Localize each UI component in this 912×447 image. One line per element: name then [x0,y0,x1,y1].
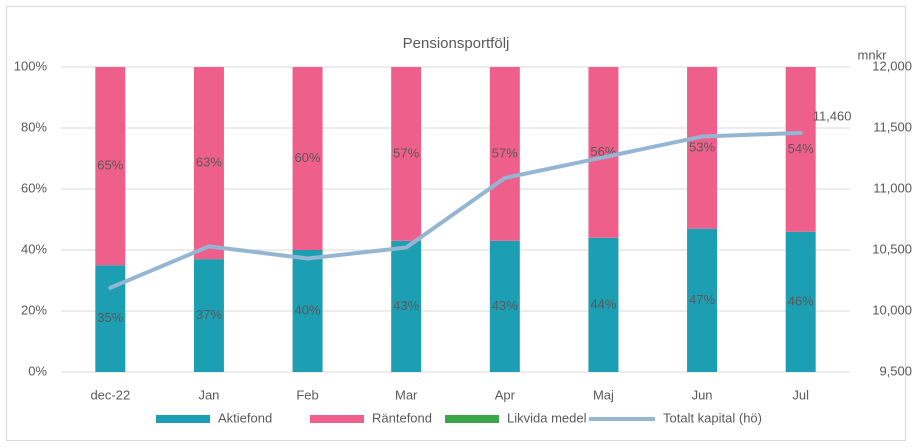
chart-title: Pensionsportfölj [403,35,510,52]
y2-tick-label: 9,500 [879,363,912,378]
y2-tick-label: 11,500 [873,119,912,134]
x-tick-label: Jun [692,387,713,402]
data-label: 35% [97,310,123,325]
data-label: 54% [788,141,814,156]
y2-axis-label: mnkr [858,47,888,62]
legend-swatch [445,415,499,423]
data-label: 63% [196,155,222,170]
data-label: 46% [788,293,814,308]
legend-label: Aktiefond [218,410,272,425]
data-label: 65% [97,158,123,173]
y2-tick-label: 11,000 [873,180,912,195]
data-label: 60% [295,150,321,165]
y-tick-label: 0% [28,363,47,378]
y2-tick-label: 10,500 [872,241,912,256]
data-label: 44% [590,296,616,311]
bar-segment [95,67,126,266]
data-label: 40% [295,302,321,317]
bar-segment [193,67,224,260]
data-label: 47% [689,292,715,307]
bar-segment [588,237,619,372]
x-tick-label: Jan [198,387,219,402]
bar-segment [292,250,323,372]
x-tick-label: dec-22 [90,387,130,402]
bar-segment [489,240,520,372]
y-tick-label: 20% [21,302,47,317]
bar-segment [588,67,619,238]
bar-segment [391,240,422,372]
bar-segment [785,231,816,372]
data-label: 57% [492,145,518,160]
y-tick-label: 100% [14,58,48,73]
bar-segment [687,67,718,229]
bar-segment [687,228,718,372]
legend-swatch [156,415,210,423]
bar-segment [489,67,520,241]
x-tick-label: Feb [296,387,318,402]
y-tick-label: 40% [21,241,47,256]
chart-border [6,6,906,441]
bar-segment [292,67,323,250]
y2-tick-label: 12,000 [872,58,912,73]
data-label: 57% [393,145,419,160]
legend-label: Totalt kapital (hö) [663,410,762,425]
data-label: 43% [393,298,419,313]
data-label: 43% [492,298,518,313]
bar-segment [193,259,224,372]
x-tick-label: Apr [495,387,516,402]
legend-label: Räntefond [372,410,432,425]
data-label: 11,460 [813,108,852,123]
x-tick-label: Jul [792,387,809,402]
y2-tick-label: 10,000 [872,302,912,317]
legend-swatch [310,415,364,423]
x-tick-label: Mar [395,387,418,402]
line [108,130,803,290]
bar-segment [785,67,816,232]
legend-label: Likvida medel [507,410,587,425]
data-label: 53% [689,139,715,154]
y-tick-label: 60% [21,180,47,195]
bar-segment [391,67,422,241]
y-tick-label: 80% [21,119,47,134]
data-label: 37% [196,307,222,322]
x-tick-label: Maj [593,387,614,402]
